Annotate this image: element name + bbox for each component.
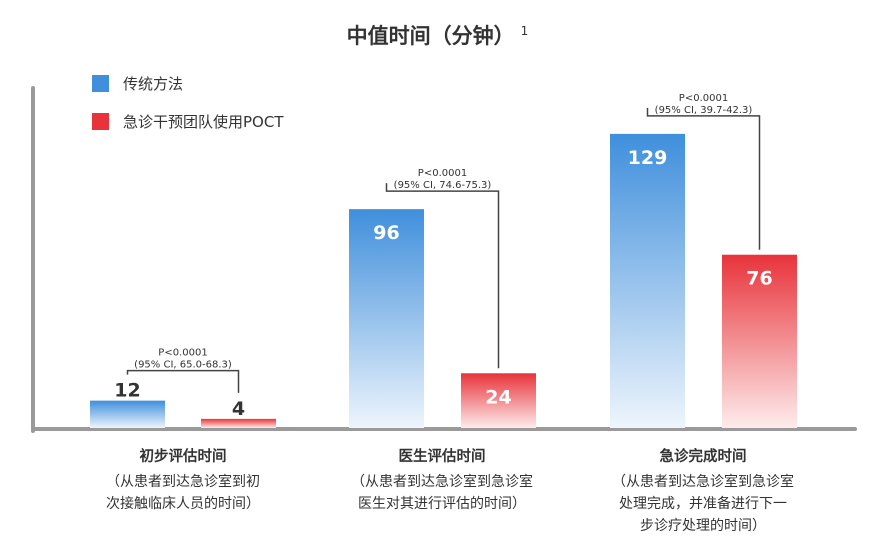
ci-text-2: (95% CI, 39.7-42.3)	[655, 105, 753, 116]
ci-text-0: (95% CI, 65.0-68.3)	[134, 360, 232, 371]
category-desc-2-2: 步诊疗处理的时间）	[640, 518, 766, 534]
legend-item-traditional: 传统方法	[92, 72, 284, 94]
bar-value-poct-2: 76	[746, 268, 772, 290]
p-value-2: P<0.0001	[679, 93, 728, 104]
title-footnote: 1	[520, 24, 529, 38]
bar-traditional-1	[349, 209, 424, 428]
bar-poct-0	[201, 418, 276, 428]
legend-label-poct: 急诊干预团队使用POCT	[123, 112, 284, 131]
category-desc-0-1: 次接触临床人员的时间）	[106, 495, 260, 512]
legend-swatch-traditional	[92, 74, 109, 92]
category-desc-1-1: 医生对其进行评估的时间）	[358, 496, 526, 512]
ci-text-1: (95% CI, 74.6-75.3)	[394, 180, 492, 191]
bar-value-traditional-0: 12	[114, 380, 140, 402]
significance-bracket-2	[646, 107, 761, 250]
category-desc-2-0: （从患者到达急诊室到急诊室	[612, 473, 794, 490]
bar-poct-2	[722, 254, 797, 428]
category-label-0: 初步评估时间	[140, 447, 227, 465]
chart-title-text: 中值时间（分钟）	[346, 24, 515, 48]
category-desc-0-0: （从患者到达急诊室到初	[106, 473, 260, 490]
bar-traditional-2	[610, 133, 685, 428]
p-value-0: P<0.0001	[158, 348, 207, 359]
chart-title: 中值时间（分钟） 1	[0, 20, 875, 50]
bar-value-traditional-2: 129	[628, 147, 668, 169]
p-value-1: P<0.0001	[418, 168, 467, 179]
bar-value-poct-1: 24	[485, 386, 511, 408]
category-desc-1-0: （从患者到达急诊室到急诊室	[351, 473, 533, 490]
significance-bracket-1	[385, 183, 500, 369]
significance-bracket-0	[126, 369, 240, 393]
bar-value-poct-0: 4	[232, 398, 245, 420]
category-label-2: 急诊完成时间	[660, 447, 747, 465]
bar-value-traditional-1: 96	[373, 222, 399, 244]
legend: 传统方法 急诊干预团队使用POCT	[92, 72, 284, 148]
legend-item-poct: 急诊干预团队使用POCT	[92, 110, 284, 132]
category-desc-2-1: 处理完成，并准备进行下一	[619, 495, 787, 512]
category-label-1: 医生评估时间	[399, 447, 486, 465]
legend-label-traditional: 传统方法	[123, 74, 184, 93]
bar-poct-1	[461, 373, 536, 428]
bar-traditional-0	[90, 400, 165, 428]
legend-swatch-poct	[92, 112, 109, 130]
